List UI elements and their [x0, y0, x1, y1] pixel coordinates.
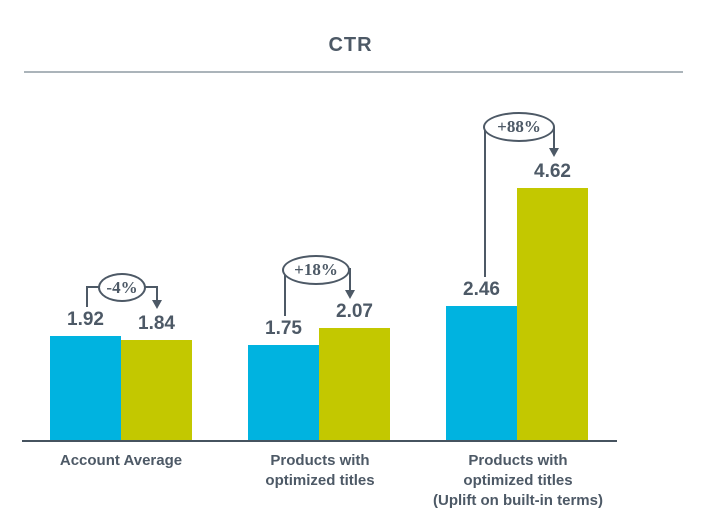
annotation-bubble-minus4: -4% — [98, 273, 146, 302]
category-label-line: Products with — [270, 452, 370, 469]
annotation-bracket-line — [86, 286, 100, 288]
category-label-line: Products with — [468, 452, 568, 469]
bar-series1-uplift-builtin — [446, 306, 517, 441]
category-label-line: optimized titles — [463, 472, 573, 489]
value-label: 2.46 — [463, 279, 500, 300]
category-label-optimized-titles: Products with optimized titles — [200, 451, 440, 491]
annotation-line — [349, 268, 351, 292]
value-label: 2.07 — [336, 301, 373, 322]
annotation-bubble-plus18: +18% — [282, 255, 350, 285]
annotation-line — [284, 268, 286, 316]
value-label: 1.75 — [265, 318, 302, 339]
down-arrow-icon — [549, 148, 559, 157]
down-arrow-icon — [345, 290, 355, 299]
category-label-account-average: Account Average — [1, 451, 241, 471]
annotation-bracket-line — [144, 286, 158, 288]
title-underline — [24, 71, 683, 73]
annotation-line — [484, 127, 486, 277]
category-label-uplift-builtin: Products with optimized titles (Uplift o… — [378, 451, 658, 511]
value-label: 4.62 — [534, 161, 571, 182]
bar-series1-optimized-titles — [248, 345, 319, 441]
annotation-bracket-line — [156, 286, 158, 301]
annotation-bubble-plus88: +88% — [483, 112, 555, 142]
category-label-line: Account Average — [59, 452, 183, 469]
down-arrow-icon — [152, 300, 162, 309]
bar-series2-account-average — [121, 340, 192, 441]
x-axis-line — [22, 440, 617, 442]
chart-title: CTR — [328, 34, 373, 56]
category-label-line: (Uplift on built-in terms) — [433, 492, 603, 509]
bar-series2-optimized-titles — [319, 328, 390, 441]
annotation-bracket-line — [86, 286, 88, 307]
bar-series1-account-average — [50, 336, 121, 441]
category-label-line: optimized titles — [265, 472, 375, 489]
annotation-line — [553, 127, 555, 149]
value-label: 1.92 — [67, 309, 104, 330]
bar-series2-uplift-builtin — [517, 188, 588, 441]
value-label: 1.84 — [138, 313, 175, 334]
